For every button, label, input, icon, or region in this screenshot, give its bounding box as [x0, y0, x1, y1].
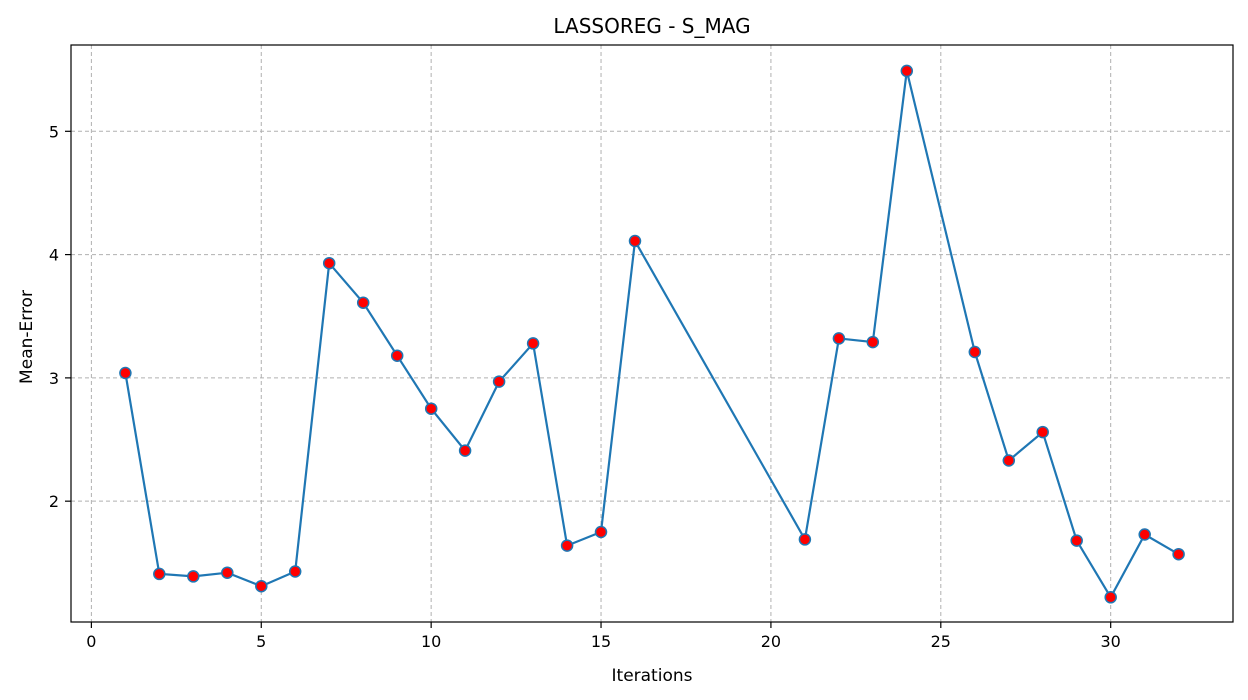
x-tick-label: 15 — [591, 632, 611, 651]
x-tick-label: 30 — [1101, 632, 1121, 651]
grid-lines — [71, 45, 1233, 622]
data-point — [356, 296, 370, 309]
y-tick-label: 5 — [49, 122, 59, 141]
series-line-group — [124, 70, 1180, 600]
data-point — [458, 444, 472, 457]
data-point — [1036, 425, 1049, 439]
data-point — [526, 337, 540, 350]
series-line — [124, 70, 1180, 600]
data-point — [119, 366, 132, 380]
x-tick-label: 25 — [931, 632, 951, 651]
y-axis: 2 3 4 5 — [49, 122, 71, 511]
data-point — [187, 570, 200, 583]
x-axis: 0 5 10 15 20 25 30 — [86, 622, 1121, 651]
data-point — [255, 579, 268, 593]
x-tick-label: 5 — [256, 632, 266, 651]
data-point — [832, 332, 846, 345]
x-tick-label: 10 — [421, 632, 441, 651]
data-point — [1104, 591, 1117, 604]
y-tick-label: 3 — [49, 369, 59, 388]
x-tick-label: 20 — [761, 632, 781, 651]
y-axis-label: Mean-Error — [17, 290, 37, 384]
data-point — [390, 349, 404, 362]
data-point — [1172, 547, 1185, 561]
data-point — [153, 567, 166, 581]
y-tick-label: 4 — [49, 246, 59, 265]
data-point — [866, 335, 880, 349]
data-point — [221, 566, 234, 579]
x-axis-label: Iterations — [612, 666, 693, 686]
data-point — [288, 565, 302, 578]
x-tick-label: 0 — [86, 632, 96, 651]
chart-title: LASSOREG - S_MAG — [553, 14, 750, 38]
data-point — [798, 533, 812, 546]
plot-frame — [70, 44, 1234, 623]
data-point — [1070, 534, 1083, 547]
data-point — [492, 375, 506, 388]
y-tick-label: 2 — [49, 492, 59, 511]
data-point — [628, 234, 642, 248]
data-point — [900, 64, 914, 78]
data-point — [968, 345, 982, 359]
data-point — [322, 256, 336, 270]
data-point — [424, 402, 438, 415]
data-points — [119, 64, 1185, 604]
data-point — [594, 525, 608, 539]
data-point — [560, 539, 574, 552]
data-point — [1138, 528, 1151, 541]
data-point — [1002, 454, 1016, 467]
